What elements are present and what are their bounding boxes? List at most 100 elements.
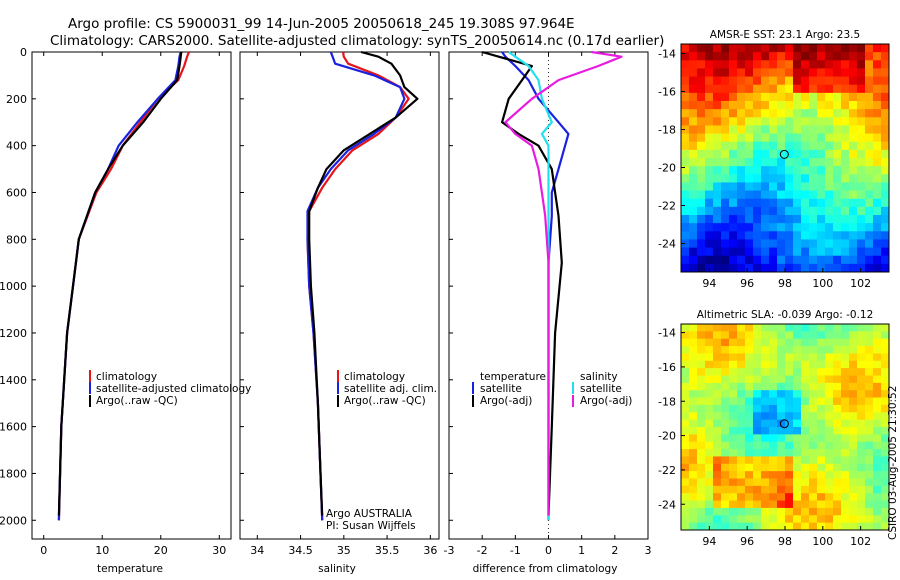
map-cell: [745, 60, 754, 69]
map-cell: [753, 368, 762, 376]
map-cell: [825, 382, 834, 391]
map-cell: [849, 404, 858, 413]
map-cell: [857, 500, 866, 509]
map-cell: [825, 471, 834, 479]
y-tick-label: 800: [6, 233, 27, 246]
map-cell: [825, 44, 834, 53]
map-cell: [689, 419, 698, 428]
map-cell: [881, 346, 889, 354]
map-cell: [793, 500, 802, 509]
map-cell: [833, 368, 842, 376]
map-cell: [729, 500, 738, 509]
float-owner-annotation: Argo AUSTRALIA: [326, 508, 413, 520]
map-cell: [753, 404, 762, 413]
map-cell: [817, 346, 826, 354]
map-cell: [873, 471, 882, 479]
map-cell: [833, 324, 842, 332]
map-cell: [777, 190, 786, 200]
map-cell: [705, 198, 714, 208]
map-cell: [713, 84, 722, 94]
map-cell: [873, 449, 882, 457]
map-cell: [881, 478, 889, 487]
map-cell: [745, 84, 754, 94]
sst-heatmap: [681, 44, 889, 272]
map-cell: [721, 247, 730, 257]
map-cell: [753, 353, 762, 362]
map-cell: [881, 125, 889, 135]
map-cell: [729, 353, 738, 362]
map-cell: [841, 231, 850, 240]
map-cell: [801, 141, 810, 151]
map-cell: [857, 419, 866, 428]
map-cell: [785, 158, 794, 167]
map-cell: [753, 174, 762, 183]
map-cell: [721, 141, 730, 151]
map-cell: [681, 247, 690, 257]
map-cell: [729, 239, 738, 249]
map-cell: [841, 368, 850, 376]
map-cell: [729, 158, 738, 167]
map-cell: [705, 125, 714, 135]
map-cell: [857, 125, 866, 135]
map-cell: [697, 68, 706, 78]
map-cell: [825, 68, 834, 78]
map-cell: [841, 158, 850, 167]
map-cell: [721, 346, 730, 354]
map-cell: [873, 412, 882, 421]
map-cell: [721, 166, 730, 175]
map-cell: [873, 331, 882, 340]
map-cell: [713, 404, 722, 413]
map-cell: [793, 404, 802, 413]
map-cell: [761, 522, 770, 530]
map-y-tick-label: -14: [658, 48, 676, 61]
map-cell: [689, 141, 698, 151]
map-cell: [681, 60, 690, 69]
map-cell: [689, 478, 698, 487]
map-cell: [737, 522, 746, 530]
map-cell: [761, 493, 770, 502]
map-cell: [841, 68, 850, 78]
map-cell: [721, 353, 730, 362]
map-cell: [809, 158, 818, 167]
x-tick-label: 0: [545, 544, 552, 557]
map-cell: [721, 463, 730, 472]
map-cell: [689, 84, 698, 94]
map-cell: [745, 382, 754, 391]
map-cell: [833, 101, 842, 110]
map-cell: [769, 412, 778, 421]
map-cell: [793, 493, 802, 502]
map-y-tick-label: -22: [658, 464, 676, 477]
map-cell: [801, 223, 810, 232]
map-cell: [825, 166, 834, 175]
map-cell: [865, 60, 874, 69]
map-cell: [769, 419, 778, 428]
map-cell: [713, 500, 722, 509]
map-cell: [705, 117, 714, 126]
map-cell: [705, 360, 714, 369]
map-cell: [849, 101, 858, 110]
map-cell: [753, 182, 762, 192]
map-cell: [761, 117, 770, 126]
map-cell: [753, 478, 762, 487]
map-cell: [713, 198, 722, 208]
map-cell: [769, 223, 778, 232]
map-cell: [705, 331, 714, 340]
map-cell: [833, 382, 842, 391]
map-cell: [857, 149, 866, 159]
map-cell: [849, 522, 858, 530]
map-cell: [793, 198, 802, 208]
legend-label-satellite: satellite-adjusted climatology: [96, 383, 251, 395]
map-cell: [817, 441, 826, 450]
map-cell: [785, 215, 794, 224]
map-cell: [689, 76, 698, 86]
map-cell: [849, 485, 858, 494]
map-cell: [849, 206, 858, 216]
map-cell: [833, 44, 842, 53]
map-cell: [697, 471, 706, 479]
map-cell: [769, 44, 778, 53]
map-cell: [777, 390, 786, 399]
map-cell: [793, 174, 802, 183]
map-cell: [833, 68, 842, 78]
map-cell: [753, 158, 762, 167]
map-cell: [841, 338, 850, 347]
